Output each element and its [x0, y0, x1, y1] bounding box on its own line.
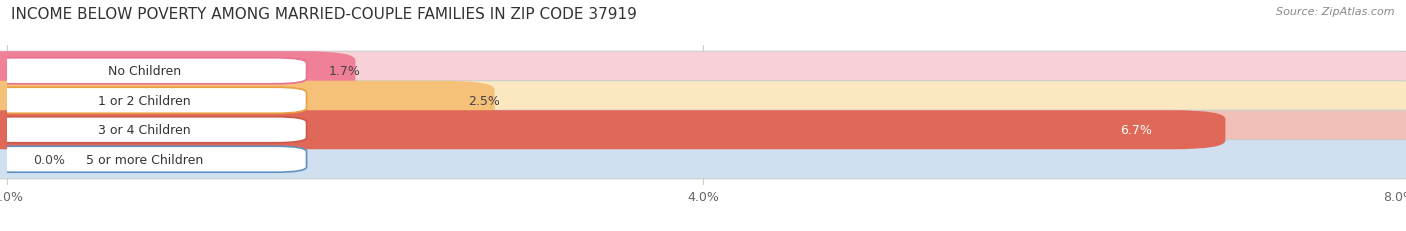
Text: INCOME BELOW POVERTY AMONG MARRIED-COUPLE FAMILIES IN ZIP CODE 37919: INCOME BELOW POVERTY AMONG MARRIED-COUPL… — [11, 7, 637, 22]
Text: 2.5%: 2.5% — [468, 94, 501, 107]
Text: 6.7%: 6.7% — [1121, 124, 1152, 137]
FancyBboxPatch shape — [0, 81, 1406, 120]
Text: 3 or 4 Children: 3 or 4 Children — [98, 124, 191, 137]
FancyBboxPatch shape — [0, 117, 307, 143]
Text: 0.0%: 0.0% — [34, 153, 65, 166]
Text: No Children: No Children — [108, 65, 181, 78]
Text: 5 or more Children: 5 or more Children — [86, 153, 202, 166]
FancyBboxPatch shape — [0, 81, 495, 120]
FancyBboxPatch shape — [0, 52, 356, 91]
FancyBboxPatch shape — [0, 88, 307, 114]
FancyBboxPatch shape — [0, 147, 307, 173]
FancyBboxPatch shape — [0, 111, 1226, 150]
FancyBboxPatch shape — [0, 52, 1406, 91]
Text: Source: ZipAtlas.com: Source: ZipAtlas.com — [1277, 7, 1395, 17]
FancyBboxPatch shape — [0, 111, 1406, 150]
Text: 1 or 2 Children: 1 or 2 Children — [98, 94, 191, 107]
Text: 1.7%: 1.7% — [329, 65, 361, 78]
FancyBboxPatch shape — [0, 140, 1406, 179]
FancyBboxPatch shape — [0, 58, 307, 84]
